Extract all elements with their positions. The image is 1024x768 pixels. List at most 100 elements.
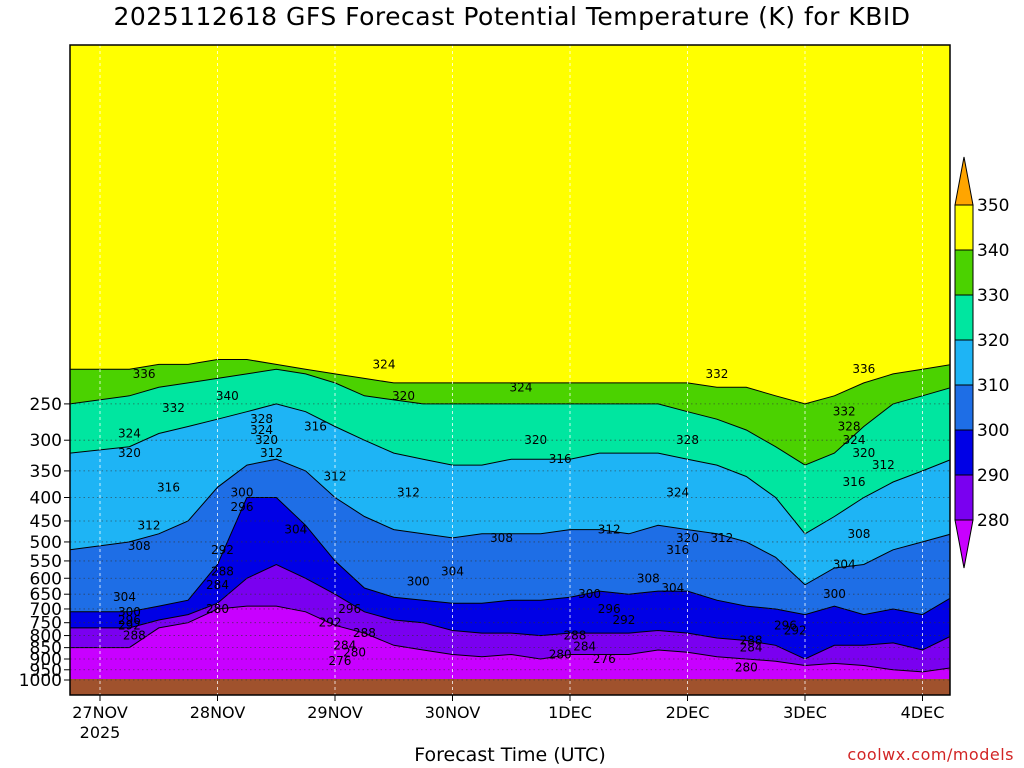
- contour-label: 324: [373, 357, 396, 371]
- y-tick-label: 1000: [19, 671, 62, 691]
- contour-label: 324: [250, 423, 273, 437]
- contour-label: 296: [598, 602, 621, 616]
- contour-labels: 3363323243203163123083043002962922883403…: [113, 357, 895, 674]
- temperature-bands: [70, 45, 950, 695]
- contour-label: 320: [255, 433, 278, 447]
- contour-label: 292: [612, 613, 635, 627]
- colorbar-label: 320: [977, 331, 1009, 351]
- contour-label: 332: [705, 367, 728, 381]
- x-axis-label: Forecast Time (UTC): [414, 744, 606, 766]
- colorbar-swatch: [954, 339, 974, 386]
- contour-label: 296: [231, 500, 254, 514]
- colorbar-label: 290: [977, 466, 1009, 486]
- x-tick-label: 28NOV: [190, 703, 246, 722]
- contour-label: 336: [133, 367, 156, 381]
- contour-label: 340: [216, 389, 239, 403]
- contour-label: 284: [206, 578, 229, 592]
- contour-label: 280: [735, 661, 758, 675]
- contour-label: 304: [113, 590, 136, 604]
- colorbar-swatch: [954, 384, 974, 431]
- y-tick-label: 500: [30, 533, 62, 553]
- contour-label: 284: [573, 640, 596, 654]
- contour-label: 280: [343, 645, 366, 659]
- y-axis: 250 300 350 400 4505005506006507007508008509…: [19, 395, 70, 691]
- contour-label: 300: [578, 587, 601, 601]
- contour-label: 324: [666, 486, 689, 500]
- contour-label: 292: [118, 618, 141, 632]
- contour-label: 300: [823, 587, 846, 601]
- contour-label: 324: [118, 427, 141, 441]
- colorbar-swatch: [954, 429, 974, 476]
- contour-label: 316: [304, 420, 327, 434]
- colorbar-top-arrow: [954, 156, 974, 206]
- y-tick-label: 350: [30, 462, 62, 482]
- contour-label: 276: [593, 652, 616, 666]
- contour-label: 280: [206, 602, 229, 616]
- colorbar-label: 280: [977, 511, 1009, 531]
- x-tick-label: 1DEC: [548, 703, 592, 722]
- contour-label: 328: [250, 412, 273, 426]
- contour-label: 288: [211, 565, 234, 579]
- contour-label: 308: [128, 539, 151, 553]
- contour-label: 300: [231, 486, 254, 500]
- credit-text: coolwx.com/models: [847, 745, 1014, 764]
- colorbar-label: 350: [977, 196, 1009, 216]
- chart-title: 2025112618 GFS Forecast Potential Temper…: [113, 2, 911, 31]
- contour-label: 292: [319, 616, 342, 630]
- contour-label: 288: [740, 634, 763, 648]
- contour-label: 320: [392, 389, 415, 403]
- contour-label: 300: [118, 605, 141, 619]
- contour-label: 300: [407, 575, 430, 589]
- contour-label: 304: [833, 558, 856, 572]
- colorbar-swatch: [954, 294, 974, 341]
- contour-label: 296: [338, 602, 361, 616]
- contour-label: 316: [549, 452, 572, 466]
- y-tick-label: 650: [30, 585, 62, 605]
- contour-label: 276: [328, 654, 351, 668]
- y-tick-label: 850: [30, 639, 62, 659]
- x-axis: 27NOV 28NOV 29NOV 30NOV 1DEC 2DEC 3DEC 4DEC 2025: [72, 695, 944, 742]
- y-tick-label: 950: [30, 661, 62, 681]
- colorbar-label: 300: [977, 421, 1009, 441]
- contour-label: 324: [843, 433, 866, 447]
- contour-label: 292: [211, 543, 234, 557]
- contour-label: 288: [353, 626, 376, 640]
- contour-label: 328: [676, 433, 699, 447]
- contour-label: 332: [833, 405, 856, 419]
- contour-label: 296: [774, 618, 797, 632]
- contour-label: 308: [490, 531, 513, 545]
- contour-label: 312: [138, 518, 161, 532]
- colorbar-swatch: [954, 249, 974, 296]
- y-tick-label: 750: [30, 614, 62, 634]
- terrain-ground: [70, 679, 950, 695]
- colorbar-label: 330: [977, 286, 1009, 306]
- y-tick-label: 800: [30, 627, 62, 647]
- y-tick-label: 300: [30, 431, 62, 451]
- contour-label: 296: [118, 613, 141, 627]
- contour-label: 312: [872, 458, 895, 472]
- contour-label: 316: [843, 475, 866, 489]
- contour-label: 288: [563, 629, 586, 643]
- contour-label: 312: [324, 470, 347, 484]
- colorbar-bottom-arrow: [954, 519, 974, 569]
- plot-frame: [69, 44, 951, 696]
- colorbar-swatch: [954, 474, 974, 521]
- grid-lines: [70, 45, 950, 695]
- y-tick-label: 550: [30, 552, 62, 572]
- y-tick-label: 400: [30, 489, 62, 509]
- band-above-340: [70, 45, 950, 405]
- x-tick-label: 27NOV: [72, 703, 128, 722]
- y-tick-label: 900: [30, 650, 62, 670]
- contour-label: 308: [847, 527, 870, 541]
- contour-label: 288: [123, 629, 146, 643]
- contour-label: 320: [118, 446, 141, 460]
- contour-label: 312: [710, 531, 733, 545]
- contour-label: 304: [661, 581, 684, 595]
- contour-label: 312: [397, 486, 420, 500]
- ground-fill: [70, 679, 950, 695]
- colorbar-swatch: [954, 204, 974, 251]
- contour-label: 284: [740, 641, 763, 655]
- colorbar-label: 340: [977, 241, 1009, 261]
- x-tick-label: 2DEC: [666, 703, 710, 722]
